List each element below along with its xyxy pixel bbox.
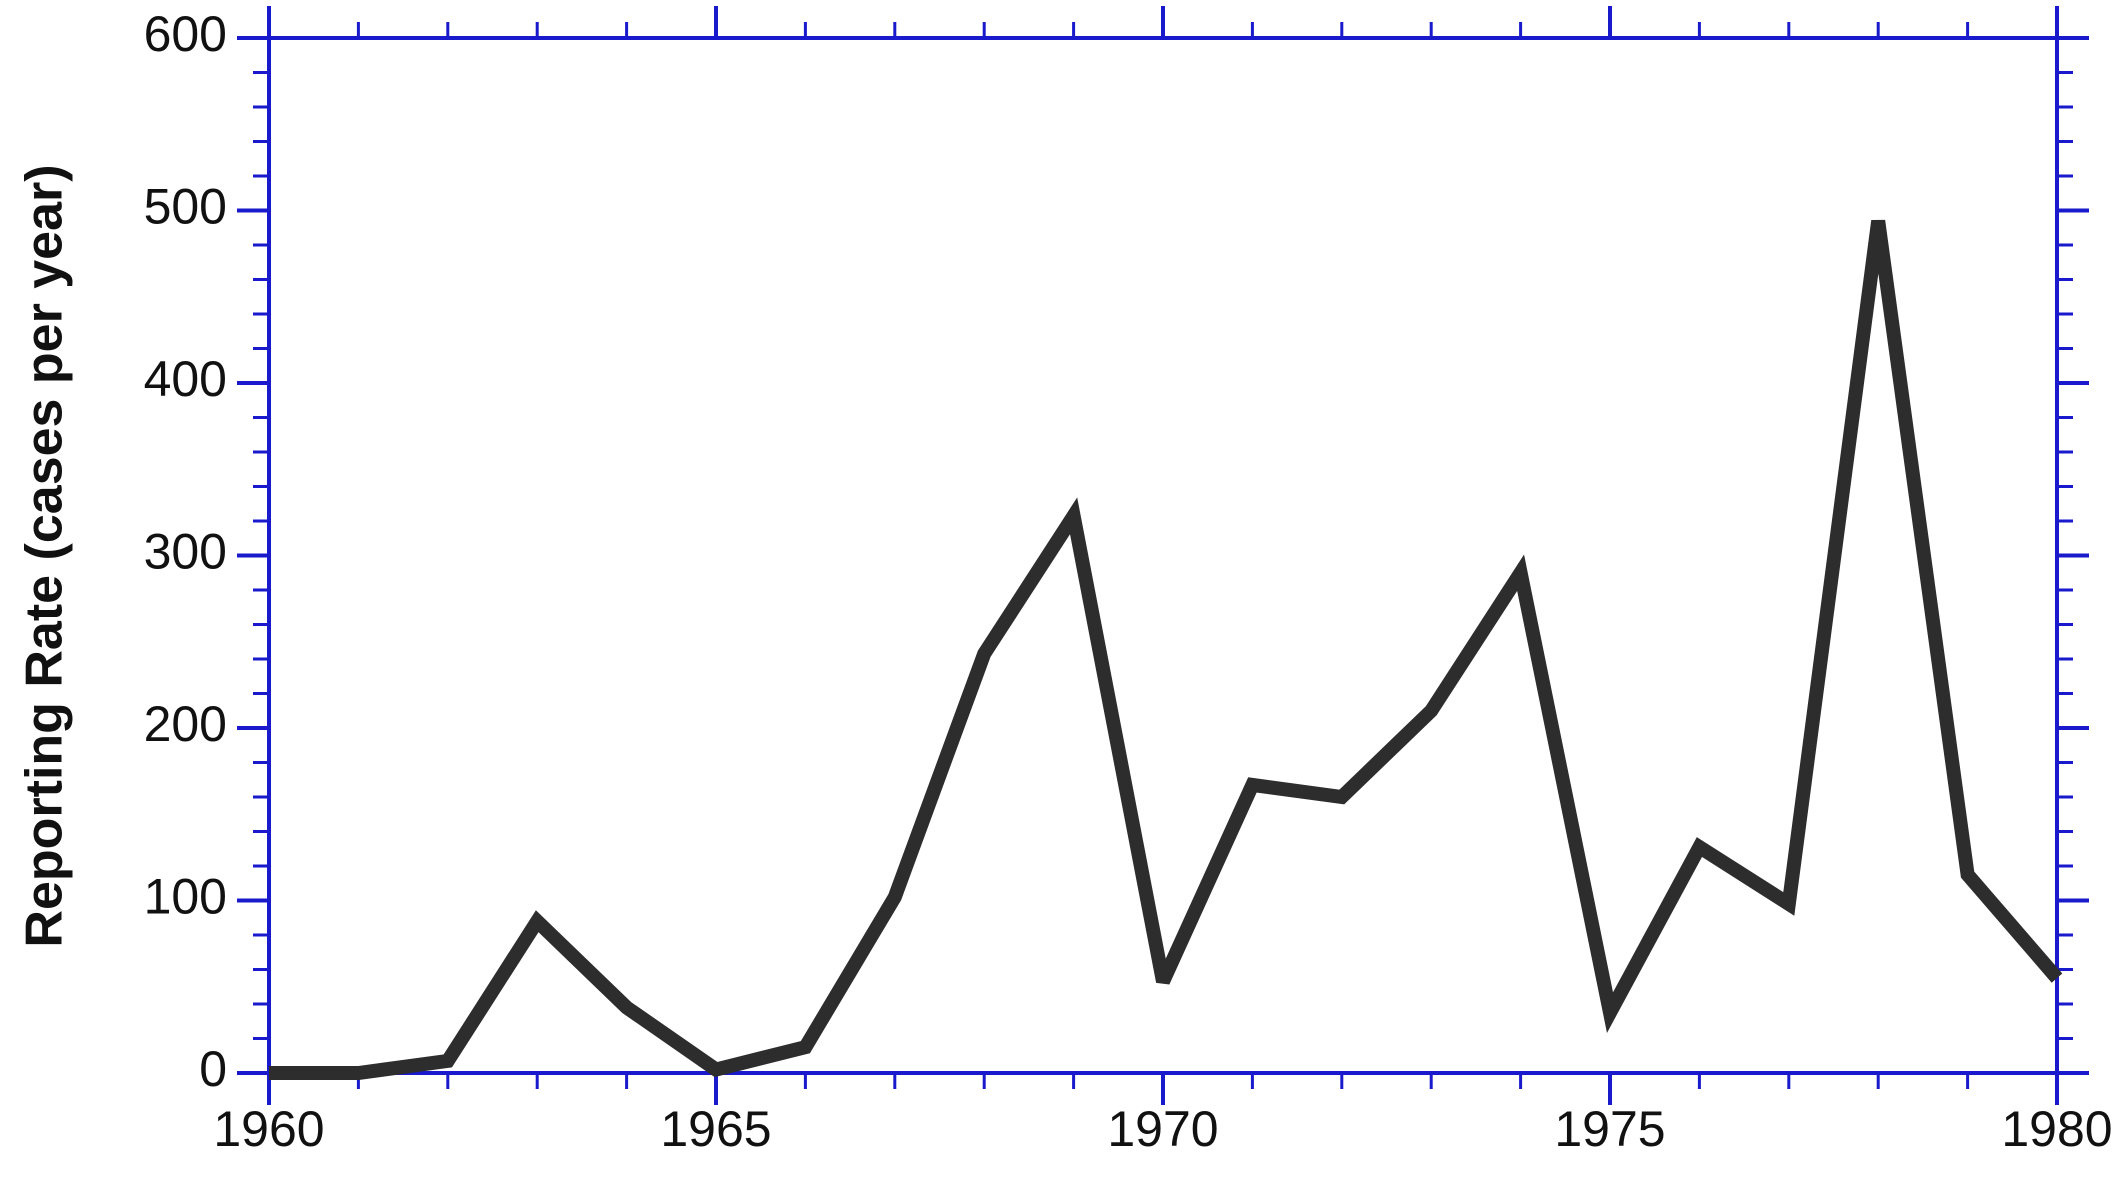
x-tick-label: 1980 (2001, 1101, 2112, 1157)
data-line (269, 219, 2063, 1080)
y-tick-label: 500 (144, 179, 227, 235)
x-tick-label: 1975 (1554, 1101, 1665, 1157)
y-tick-label: 100 (144, 869, 227, 925)
y-tick-label: 0 (199, 1041, 227, 1097)
y-tick-label: 600 (144, 6, 227, 62)
y-tick-label: 400 (144, 351, 227, 407)
y-tick-label: 300 (144, 524, 227, 580)
y-axis-label: Reporting Rate (cases per year) (16, 164, 74, 947)
x-tick-label: 1960 (213, 1101, 324, 1157)
y-tick-label: 200 (144, 696, 227, 752)
x-tick-label: 1970 (1107, 1101, 1218, 1157)
x-tick-label: 1965 (660, 1101, 771, 1157)
